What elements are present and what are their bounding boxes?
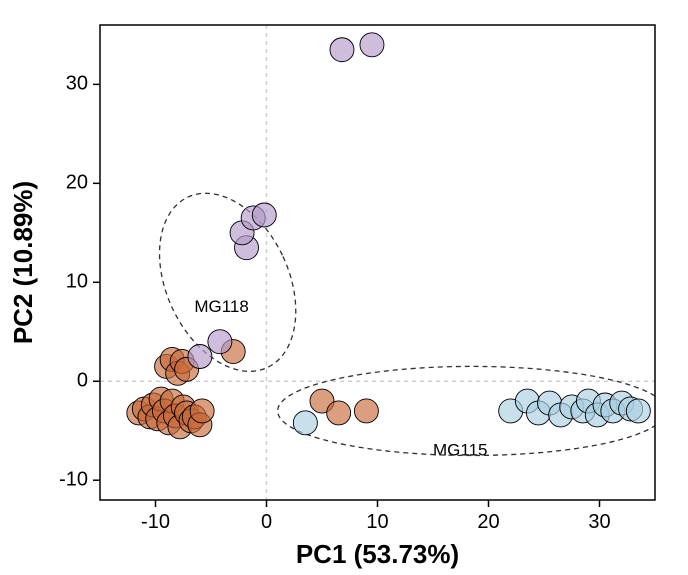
point-brown — [354, 399, 378, 423]
point-purple — [188, 345, 212, 369]
chart-svg: MG118 MG115 -10 0 10 20 30 -10 0 10 20 30 PC1 (53.73… — [0, 0, 688, 575]
label-mg118: MG118 — [194, 297, 249, 316]
point-blue — [626, 399, 650, 423]
point-purple — [208, 330, 232, 354]
x-tick-label: 0 — [261, 511, 272, 533]
point-blue — [293, 411, 317, 435]
y-axis-title: PC2 (10.89%) — [8, 181, 38, 344]
x-tick-label: 20 — [477, 511, 499, 533]
point-purple — [252, 203, 276, 227]
x-tick-label: 30 — [588, 511, 610, 533]
x-tick-label: 10 — [366, 511, 388, 533]
point-purple — [330, 38, 354, 62]
x-axis-title: PC1 (53.73%) — [296, 539, 459, 569]
y-tick-label: -10 — [59, 468, 88, 490]
x-tick-label: -10 — [141, 511, 170, 533]
point-brown — [327, 401, 351, 425]
y-tick-label: 0 — [77, 370, 88, 392]
point-purple — [360, 33, 384, 57]
pca-scatter-chart: MG118 MG115 -10 0 10 20 30 -10 0 10 20 30 PC1 (53.73… — [0, 0, 688, 575]
y-tick-label: 10 — [66, 271, 88, 293]
y-tick-label: 20 — [66, 172, 88, 194]
point-brown — [190, 399, 214, 423]
label-mg115: MG115 — [433, 440, 488, 459]
y-tick-label: 30 — [66, 73, 88, 95]
